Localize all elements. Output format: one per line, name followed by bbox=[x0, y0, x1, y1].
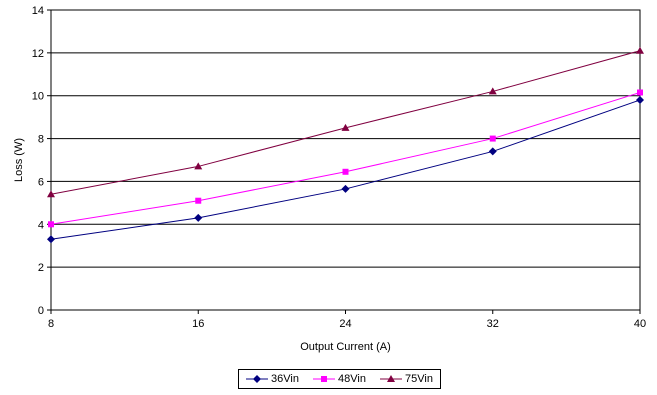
legend-label: 48Vin bbox=[338, 373, 366, 385]
data-point-48vin bbox=[489, 135, 496, 142]
legend-marker-48vin bbox=[321, 376, 328, 382]
plot-area-frame bbox=[50, 9, 641, 311]
data-point-36vin bbox=[47, 235, 55, 244]
legend-item-36vin: 36Vin bbox=[246, 373, 299, 385]
x-tick-label: 40 bbox=[634, 318, 646, 330]
y-tick-label: 4 bbox=[38, 219, 44, 231]
series-48vin bbox=[48, 89, 643, 228]
legend: 36Vin 48Vin 75Vin bbox=[238, 369, 441, 389]
y-tick-label: 2 bbox=[38, 262, 44, 274]
legend-item-48vin: 48Vin bbox=[313, 373, 366, 385]
legend-swatch-75vin bbox=[380, 375, 403, 382]
legend-marker-75vin bbox=[387, 375, 396, 382]
legend-item-75vin: 75Vin bbox=[380, 373, 433, 385]
data-point-48vin bbox=[342, 168, 349, 175]
series-36vin bbox=[47, 96, 644, 244]
data-point-48vin bbox=[637, 89, 643, 96]
y-tick-label: 14 bbox=[32, 5, 44, 17]
data-point-48vin bbox=[48, 221, 54, 228]
series-line-48vin bbox=[50, 92, 641, 225]
data-point-36vin bbox=[636, 96, 644, 104]
legend-swatch-48vin bbox=[313, 376, 336, 382]
x-axis-ticks: 8 16 24 32 40 bbox=[48, 310, 646, 330]
grid-lines bbox=[51, 52, 640, 268]
data-point-75vin bbox=[194, 162, 203, 170]
y-tick-label: 12 bbox=[32, 48, 44, 60]
y-tick-label: 10 bbox=[32, 91, 44, 103]
y-tick-label: 0 bbox=[38, 305, 44, 317]
data-point-75vin bbox=[636, 46, 644, 54]
series-group bbox=[47, 46, 644, 244]
x-tick-label: 8 bbox=[48, 318, 54, 330]
series-75vin bbox=[47, 46, 644, 198]
data-point-48vin bbox=[195, 197, 202, 204]
legend-label: 36Vin bbox=[271, 373, 299, 385]
y-axis-ticks: 0 2 4 6 8 10 12 14 bbox=[32, 5, 51, 317]
data-point-36vin bbox=[341, 184, 350, 193]
y-tick-label: 8 bbox=[38, 134, 44, 146]
data-point-75vin bbox=[47, 190, 55, 198]
x-tick-label: 32 bbox=[487, 318, 499, 330]
x-axis-label: Output Current (A) bbox=[300, 341, 390, 353]
y-tick-label: 6 bbox=[38, 176, 44, 188]
data-point-75vin bbox=[341, 123, 350, 131]
x-tick-label: 24 bbox=[339, 318, 351, 330]
legend-marker-36vin bbox=[253, 375, 262, 383]
legend-swatch-36vin bbox=[246, 375, 269, 383]
data-point-75vin bbox=[488, 87, 497, 95]
legend-label: 75Vin bbox=[405, 373, 433, 385]
y-axis-label: Loss (W) bbox=[13, 138, 25, 182]
x-tick-label: 16 bbox=[192, 318, 204, 330]
data-point-36vin bbox=[488, 147, 497, 156]
data-point-36vin bbox=[194, 213, 203, 222]
